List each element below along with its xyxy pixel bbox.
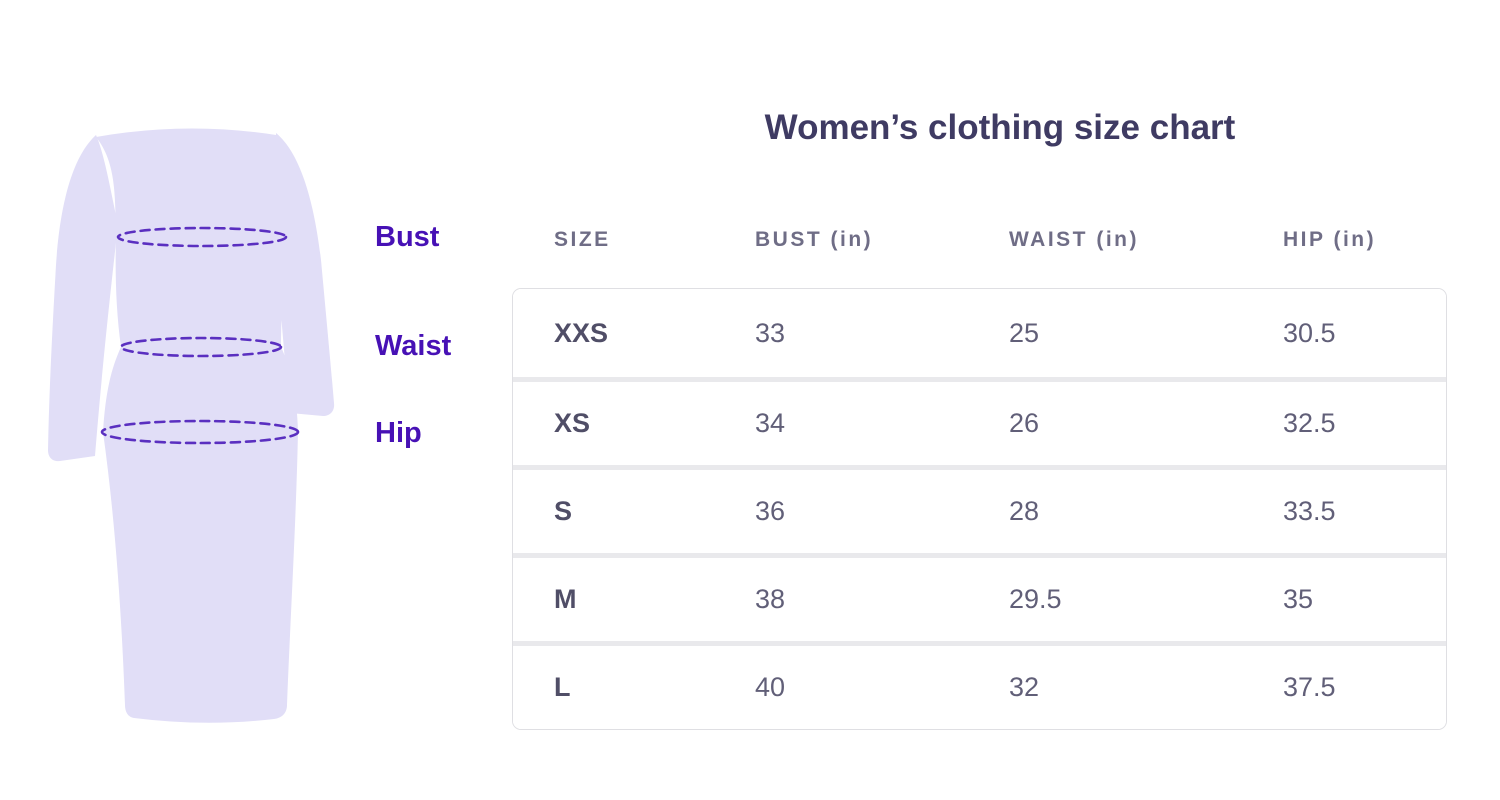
size-cell: XS xyxy=(554,408,591,438)
waist-cell: 32 xyxy=(1009,672,1040,702)
waist-cell: 25 xyxy=(1009,317,1040,348)
hip-cell: 35 xyxy=(1283,584,1314,614)
size-cell: L xyxy=(554,672,571,702)
measurement-label-hip: Hip xyxy=(375,417,422,449)
table-row-xxs: XXS 33 25 30.5 xyxy=(513,289,1446,377)
table-row-s: S 36 28 33.5 xyxy=(513,465,1446,553)
bust-measure-ring xyxy=(116,226,288,248)
waist-cell: 26 xyxy=(1009,408,1040,438)
waist-measure-ring xyxy=(119,336,283,358)
bust-cell: 36 xyxy=(755,496,786,526)
dress-right-sleeve xyxy=(273,133,335,416)
bust-cell: 33 xyxy=(755,317,786,348)
bust-cell: 34 xyxy=(755,408,786,438)
waist-cell: 29.5 xyxy=(1009,584,1062,614)
hip-cell: 30.5 xyxy=(1283,317,1336,348)
measurement-label-waist: Waist xyxy=(375,330,452,362)
table-header-row: SIZE BUST (in) WAIST (in) HIP (in) xyxy=(513,218,1448,262)
hip-cell: 33.5 xyxy=(1283,496,1336,526)
hip-cell: 32.5 xyxy=(1283,408,1336,438)
size-cell: XXS xyxy=(554,317,609,348)
column-header-bust: BUST (in) xyxy=(755,228,874,251)
bust-cell: 40 xyxy=(755,672,786,702)
column-header-size: SIZE xyxy=(554,228,611,251)
table-row-xs: XS 34 26 32.5 xyxy=(513,377,1446,465)
column-header-hip: HIP (in) xyxy=(1283,228,1377,251)
page-title: Women’s clothing size chart xyxy=(764,108,1236,147)
bust-cell: 38 xyxy=(755,584,786,614)
hip-measure-ring xyxy=(100,419,300,445)
dress-left-sleeve xyxy=(48,135,118,462)
hip-cell: 37.5 xyxy=(1283,672,1336,702)
column-header-waist: WAIST (in) xyxy=(1009,228,1139,251)
table-row-m: M 38 29.5 35 xyxy=(513,553,1446,641)
dress-illustration xyxy=(48,128,335,723)
size-cell: S xyxy=(554,496,573,526)
size-table: XXS 33 25 30.5 XS 34 26 32.5 S 36 28 33.… xyxy=(512,288,1447,730)
dress-body xyxy=(96,128,298,723)
table-row-l: L 40 32 37.5 xyxy=(513,641,1446,729)
waist-cell: 28 xyxy=(1009,496,1040,526)
measurement-label-bust: Bust xyxy=(375,221,440,253)
size-cell: M xyxy=(554,584,577,614)
